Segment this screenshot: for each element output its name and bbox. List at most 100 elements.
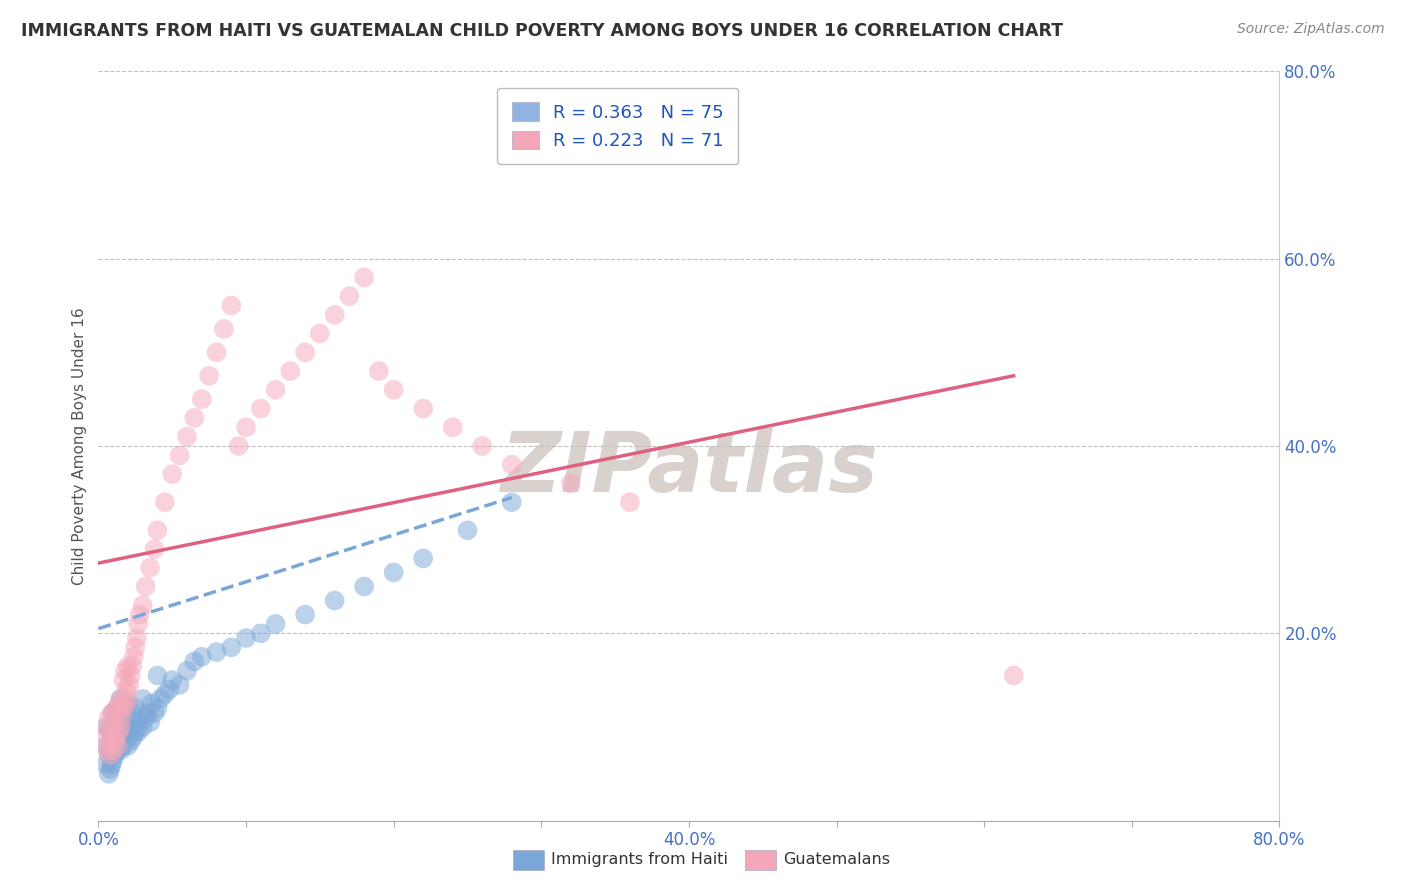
Point — [121, 720, 143, 734]
Point — [107, 743, 129, 757]
Point — [501, 458, 523, 472]
Point — [125, 631, 148, 645]
Point — [228, 439, 250, 453]
Point — [136, 706, 159, 720]
Point — [339, 289, 361, 303]
Point — [100, 734, 122, 748]
Point — [368, 364, 391, 378]
Point — [169, 678, 191, 692]
Point — [132, 720, 155, 734]
Point — [100, 734, 122, 748]
Point — [235, 420, 257, 434]
Point — [235, 631, 257, 645]
Point — [135, 580, 157, 594]
Point — [105, 710, 128, 724]
Point — [103, 706, 125, 720]
Point — [205, 345, 228, 359]
Point — [139, 715, 162, 730]
Point — [97, 710, 120, 724]
Point — [117, 720, 139, 734]
Point — [104, 724, 127, 739]
Point — [122, 649, 145, 664]
Point — [100, 706, 122, 720]
Point — [103, 743, 125, 757]
Point — [108, 724, 131, 739]
Y-axis label: Child Poverty Among Boys Under 16: Child Poverty Among Boys Under 16 — [72, 307, 87, 585]
Point — [118, 678, 141, 692]
Point — [382, 383, 405, 397]
Point — [212, 322, 235, 336]
Point — [98, 743, 121, 757]
Point — [162, 467, 183, 482]
Point — [127, 724, 149, 739]
Point — [124, 701, 146, 715]
Point — [280, 364, 302, 378]
Point — [619, 495, 641, 509]
Point — [264, 617, 287, 632]
Point — [221, 298, 243, 313]
Point — [107, 701, 129, 715]
Text: ZIPatlas: ZIPatlas — [501, 428, 877, 509]
Point — [111, 710, 134, 724]
Point — [98, 724, 121, 739]
Point — [135, 710, 157, 724]
Point — [103, 730, 125, 744]
Point — [115, 720, 138, 734]
Point — [112, 673, 135, 688]
Point — [110, 692, 132, 706]
Point — [105, 730, 128, 744]
Point — [105, 701, 128, 715]
Point — [120, 706, 142, 720]
Point — [112, 701, 135, 715]
Point — [143, 706, 166, 720]
Point — [117, 659, 139, 673]
Point — [98, 724, 121, 739]
Point — [471, 439, 494, 453]
Point — [124, 640, 146, 655]
Point — [250, 626, 273, 640]
Point — [294, 345, 316, 359]
Point — [96, 720, 118, 734]
Point — [501, 495, 523, 509]
Point — [457, 524, 479, 538]
Point — [157, 682, 180, 697]
Point — [124, 724, 146, 739]
Point — [205, 645, 228, 659]
Point — [122, 730, 145, 744]
Text: Source: ZipAtlas.com: Source: ZipAtlas.com — [1237, 22, 1385, 37]
Point — [103, 720, 125, 734]
Point — [264, 383, 287, 397]
Point — [97, 747, 120, 762]
Point — [323, 593, 346, 607]
Point — [110, 743, 132, 757]
Text: Guatemalans: Guatemalans — [783, 853, 890, 867]
Point — [104, 747, 127, 762]
Point — [104, 734, 127, 748]
Point — [104, 706, 127, 720]
Point — [118, 724, 141, 739]
Point — [103, 753, 125, 767]
Point — [96, 743, 118, 757]
Point — [120, 668, 142, 682]
Point — [94, 720, 117, 734]
Point — [191, 649, 214, 664]
Point — [112, 715, 135, 730]
Point — [412, 401, 434, 416]
Point — [110, 720, 132, 734]
Point — [412, 551, 434, 566]
Point — [153, 495, 176, 509]
Point — [114, 724, 136, 739]
Point — [117, 692, 139, 706]
Point — [146, 701, 169, 715]
Point — [309, 326, 332, 341]
Point — [110, 720, 132, 734]
Point — [107, 706, 129, 720]
Point — [183, 411, 205, 425]
Point — [191, 392, 214, 407]
Point — [353, 270, 375, 285]
Point — [120, 734, 142, 748]
Point — [94, 757, 117, 772]
Point — [294, 607, 316, 622]
Point — [110, 692, 132, 706]
Point — [176, 430, 198, 444]
